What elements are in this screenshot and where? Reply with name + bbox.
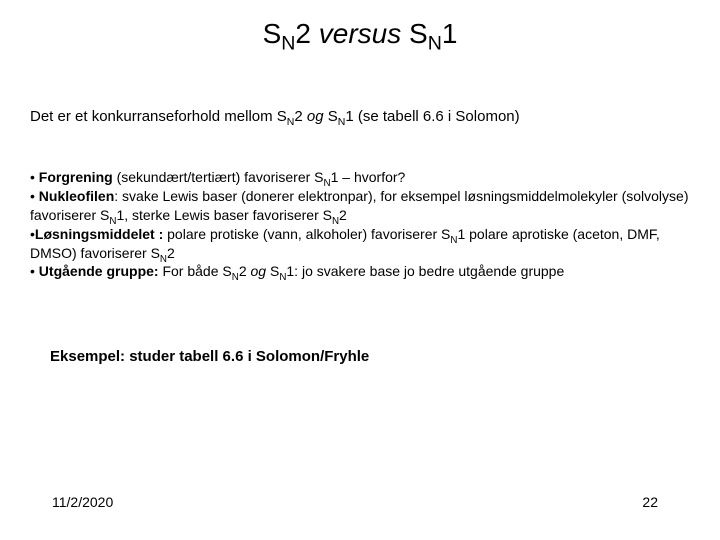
bullet-1-lead: Forgrening [39, 169, 113, 185]
bullet-2: • Nukleofilen: svake Lewis baser (donere… [30, 187, 710, 225]
bullet-2-r3: 2 [339, 207, 347, 223]
intro-mid1: 2 [294, 108, 307, 125]
bullet-4-r2: 2 [239, 263, 251, 279]
example-line: Eksempel: studer tabell 6.6 i Solomon/Fr… [50, 348, 690, 365]
intro-og: og [307, 108, 324, 125]
bullet-4-og: og [251, 263, 267, 279]
title-n1: 1 [442, 18, 458, 49]
bullet-4-r4: 1: jo svakere base jo bedre utgående gru… [286, 263, 564, 279]
intro-line: Det er et konkurranseforhold mellom SN2 … [30, 108, 700, 125]
bullet-list: • Forgrening (sekundært/tertiært) favori… [30, 168, 710, 281]
bullet-4-sub1: N [232, 272, 239, 283]
bullet-4-r1: For både S [159, 263, 232, 279]
intro-mid2: S [324, 108, 338, 125]
bullet-3-lead: Løsningsmiddelet : [35, 226, 163, 242]
footer-pagenum: 22 [642, 494, 658, 510]
bullet-2-lead: Nukleofilen [39, 188, 114, 204]
bullet-2-r2: 1, sterke Lewis baser favoriserer S [116, 207, 332, 223]
title-n2: 2 [295, 18, 318, 49]
bullet-1-r1: (sekundært/tertiært) favoriserer S [113, 169, 324, 185]
bullet-1-r2: 1 – hvorfor? [331, 169, 406, 185]
footer-date: 11/2/2020 [52, 494, 113, 510]
title-versus: versus [319, 18, 401, 49]
title-sub1: N [281, 33, 295, 55]
intro-prefix: Det er et konkurranseforhold mellom S [30, 108, 287, 125]
title-s1: S [263, 18, 282, 49]
bullet-4-lead: Utgående gruppe: [39, 263, 159, 279]
bullet-1: • Forgrening (sekundært/tertiært) favori… [30, 168, 710, 187]
bullet-3-r1: polare protiske (vann, alkoholer) favori… [163, 226, 450, 242]
slide: SN2 versus SN1 Det er et konkurranseforh… [0, 0, 720, 540]
bullet-4: • Utgående gruppe: For både SN2 og SN1: … [30, 262, 710, 281]
bullet-3: •Løsningsmiddelet : polare protiske (van… [30, 225, 710, 263]
bullet-3-r3: 2 [167, 245, 175, 261]
intro-suffix: 1 (se tabell 6.6 i Solomon) [345, 108, 519, 125]
title-sub2: N [428, 33, 442, 55]
title-s2: S [401, 18, 427, 49]
slide-title: SN2 versus SN1 [0, 18, 720, 50]
bullet-4-r3: S [266, 263, 279, 279]
